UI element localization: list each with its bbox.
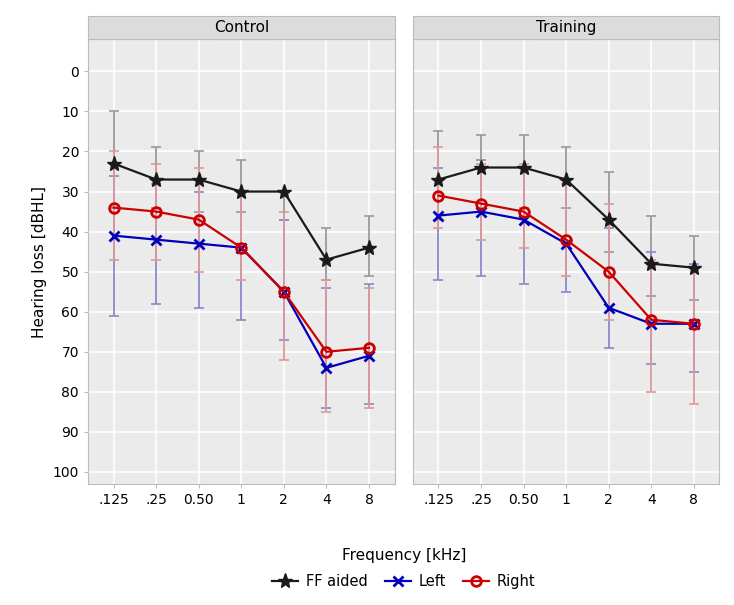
Text: Control: Control (214, 21, 269, 35)
Text: Training: Training (536, 24, 596, 39)
Text: Frequency [kHz]: Frequency [kHz] (341, 548, 466, 563)
Legend: FF aided, Left, Right: FF aided, Left, Right (266, 568, 541, 595)
Y-axis label: Hearing loss [dBHL]: Hearing loss [dBHL] (32, 186, 47, 338)
Text: Training: Training (536, 21, 596, 35)
Text: Control: Control (214, 24, 269, 39)
